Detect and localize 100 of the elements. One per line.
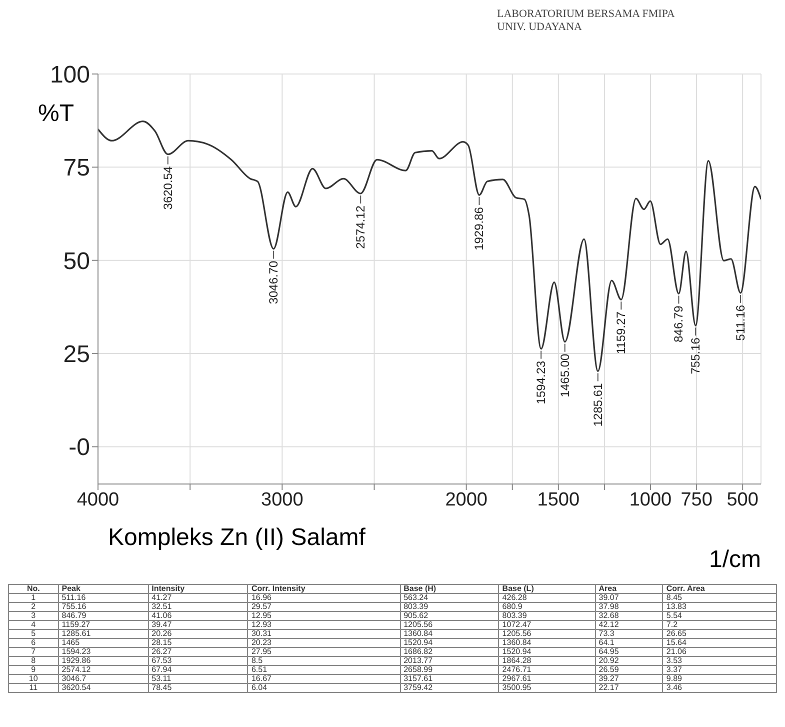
y-tick-label: 25 (63, 341, 90, 368)
text: Intensity (148, 584, 248, 594)
text: 16.96 (248, 593, 400, 602)
text: 3759.42 (400, 683, 499, 692)
text: 1594.23 (58, 647, 148, 656)
text: 846.79 (58, 611, 148, 620)
text: 2 (8, 602, 58, 612)
annotation: 1159.27 (614, 311, 628, 354)
text: 26.65 (662, 629, 776, 638)
text: 20.23 (248, 638, 400, 648)
annotation: 846.79 (672, 305, 686, 342)
annotation: 1594.23 (534, 360, 548, 404)
text: 7 (8, 647, 58, 656)
y-tick-label: 50 (63, 248, 90, 275)
text: 22.17 (595, 683, 663, 692)
annotation: 2574.12 (354, 205, 368, 249)
text: 3.37 (662, 665, 776, 674)
text: 64.1 (595, 638, 663, 648)
text: 39.07 (595, 593, 663, 602)
x-tick-label: 1500 (537, 489, 580, 510)
text: 53.11 (148, 674, 248, 684)
text: 16.67 (248, 674, 400, 684)
chart-subtitle: LABORATORIUM BERSAMA FMIPA UNIV. UDAYANA (497, 8, 676, 34)
text: Peak (58, 584, 148, 594)
text: 3157.61 (400, 674, 499, 684)
text: 1465 (58, 638, 148, 648)
text: 21.06 (662, 647, 776, 656)
annotation: 1465.00 (558, 353, 572, 398)
text: 1360.84 (498, 638, 596, 648)
text: 9 (8, 665, 58, 674)
text: 26.27 (148, 647, 248, 656)
text: 26.59 (595, 665, 663, 674)
text: 511.16 (58, 593, 148, 602)
text: 755.16 (58, 602, 148, 612)
y-tick-label: 100 (50, 62, 90, 89)
text: 37.98 (595, 602, 663, 612)
text: 2476.71 (498, 665, 596, 674)
x-tick-label: 1000 (629, 489, 672, 510)
x-tick-label: 2000 (445, 489, 488, 510)
text: 27.95 (248, 647, 400, 656)
text: 13.83 (662, 602, 776, 612)
text: 1205.56 (498, 629, 596, 638)
text: 28.15 (148, 638, 248, 648)
text: 2658.99 (400, 665, 499, 674)
text: 3.46 (662, 683, 776, 692)
x-tick-label: 500 (726, 489, 758, 510)
text: 680.9 (498, 602, 596, 612)
y-tick-label: 75 (63, 154, 90, 182)
text: Corr. Intensity (248, 584, 400, 594)
text: 1686.82 (400, 647, 499, 656)
text: 8.5 (248, 656, 400, 666)
text: 41.06 (148, 611, 248, 620)
text: 1520.94 (400, 638, 499, 648)
text: 1929.86 (58, 656, 148, 666)
annotation: 511.16 (734, 304, 748, 341)
text: 67.94 (148, 665, 248, 674)
text: 39.27 (595, 674, 663, 684)
text: 32.51 (148, 602, 248, 612)
text: Base (L) (498, 584, 596, 594)
text: 9.89 (662, 674, 776, 684)
annotation: 3620.54 (160, 166, 175, 210)
text: 426.28 (498, 593, 596, 602)
text: 1072.47 (498, 620, 596, 630)
text: 42.12 (595, 620, 663, 630)
text: 2574.12 (58, 665, 148, 674)
text: 8 (8, 656, 58, 666)
y-axis-title: %T (38, 100, 74, 128)
text: 39.47 (148, 620, 248, 630)
annotation: 1285.61 (590, 382, 605, 427)
text: Corr. Area (662, 584, 776, 594)
x-tick-label: 750 (680, 489, 712, 510)
text: 41.27 (148, 593, 248, 602)
text: 8.45 (662, 593, 776, 602)
text: 20.92 (595, 656, 663, 666)
text: 29.57 (248, 602, 400, 612)
text: 1285.61 (58, 629, 148, 638)
text: Kompleks Zn (II) Salamf (108, 524, 366, 552)
annotation: 3046.70 (266, 260, 281, 304)
text: 10 (8, 674, 58, 684)
text: Base (H) (400, 584, 499, 594)
annotation: 755.16 (688, 337, 703, 374)
text: 3500.95 (498, 683, 596, 692)
text: 12.95 (248, 611, 400, 620)
text: 78.45 (148, 683, 248, 692)
text: 3.53 (662, 656, 776, 666)
text: 803.39 (400, 602, 499, 612)
text: 15.64 (662, 638, 776, 648)
text: 3046.7 (58, 674, 148, 684)
annotation: 1929.86 (472, 206, 486, 250)
text: 1360.84 (400, 629, 499, 638)
text: 905.62 (400, 611, 499, 620)
text: 73.3 (595, 629, 663, 638)
x-tick-label: 4000 (76, 489, 120, 510)
text: 1864.28 (498, 656, 596, 666)
y-tick-label: -0 (68, 434, 90, 462)
text: 20.26 (148, 629, 248, 638)
text: 5.54 (662, 611, 776, 620)
text: Area (595, 584, 663, 594)
text: 2967.61 (498, 674, 596, 684)
x-axis-title: 1/cm (708, 546, 761, 574)
